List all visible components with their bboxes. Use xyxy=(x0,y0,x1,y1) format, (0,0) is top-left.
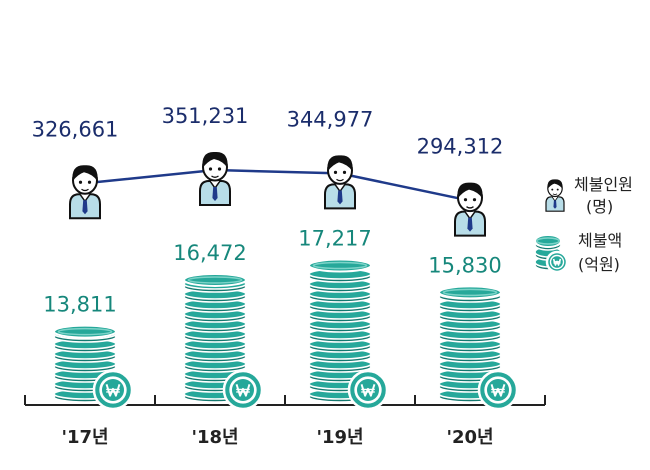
won-coin-icon xyxy=(92,369,134,411)
legend-label-people: 체불인원 xyxy=(574,175,633,194)
people-markers: 326,661 351,231 344,977 294,312 xyxy=(32,104,504,237)
legend-person-glyph xyxy=(545,179,565,212)
line-series xyxy=(84,168,471,202)
legend: 체불인원 (명) 체불액 (억원) xyxy=(534,175,633,274)
x-axis-ticks xyxy=(24,395,546,405)
bar-coin-stack xyxy=(183,272,264,411)
bar-value-label: 13,811 xyxy=(43,293,116,317)
won-coin-icon xyxy=(222,369,264,411)
bar-value-label: 16,472 xyxy=(173,241,246,265)
legend-unit-people: (명) xyxy=(586,197,613,216)
series-line-people xyxy=(84,168,471,202)
legend-label-amount: 체불액 xyxy=(578,231,622,250)
person-marker-icon xyxy=(199,151,231,207)
line-value-label: 344,977 xyxy=(287,107,374,131)
line-value-label: 351,231 xyxy=(162,104,249,128)
legend-coin-stack-icon xyxy=(534,234,569,274)
legend-won-coin-glyph xyxy=(545,250,569,274)
x-tick-label: '18년 xyxy=(191,427,238,448)
bar-value-label: 15,830 xyxy=(428,253,501,277)
person-marker-icon xyxy=(454,182,486,237)
won-coin-icon xyxy=(347,369,389,411)
bar-coin-stack xyxy=(53,324,134,411)
x-tick-label: '17년 xyxy=(61,427,108,448)
line-value-label: 326,661 xyxy=(32,117,119,141)
legend-unit-amount: (억원) xyxy=(578,255,620,274)
bar-series: 13,811 16,472 17,217 15,830 xyxy=(43,226,519,411)
legend-person-icon xyxy=(545,179,565,212)
won-coin-icon xyxy=(477,369,519,411)
bar-coin-stack xyxy=(308,258,389,411)
x-tick-label: '20년 xyxy=(446,427,493,448)
bar-value-label: 17,217 xyxy=(298,226,371,250)
x-tick-label: '19년 xyxy=(316,427,363,448)
line-value-label: 294,312 xyxy=(417,135,504,159)
person-marker-icon xyxy=(324,155,356,210)
bar-coin-stack xyxy=(438,285,519,411)
person-marker-icon xyxy=(69,165,101,220)
